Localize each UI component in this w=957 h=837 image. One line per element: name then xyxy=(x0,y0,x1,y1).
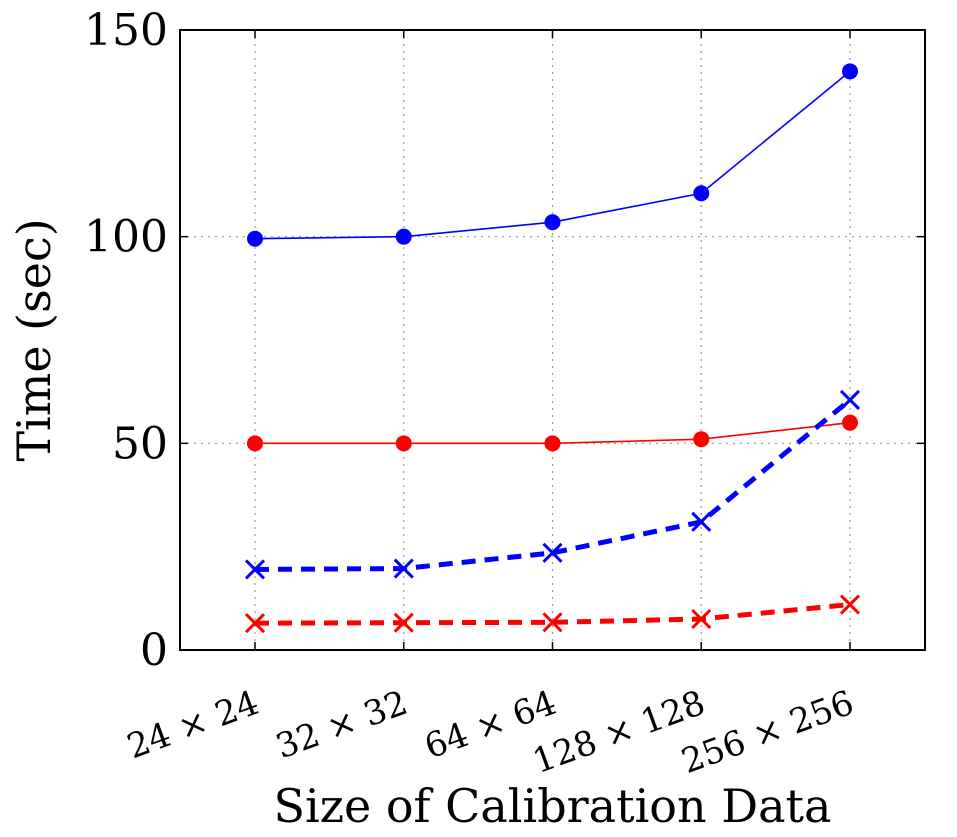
data-point xyxy=(395,435,412,452)
data-point xyxy=(247,435,263,452)
data-point xyxy=(244,613,266,634)
data-point xyxy=(693,431,710,448)
series-3 xyxy=(244,389,861,580)
series-line xyxy=(254,602,851,626)
data-point xyxy=(691,608,712,630)
data-point xyxy=(244,559,266,580)
data-point xyxy=(393,612,414,633)
y-axis-ticks: 0 50 100 150 xyxy=(84,5,925,676)
series-4 xyxy=(244,594,861,634)
data-point xyxy=(839,594,861,615)
data-point xyxy=(393,558,414,579)
data-point xyxy=(544,435,561,452)
data-point xyxy=(693,185,710,202)
data-point xyxy=(395,228,412,245)
data-point xyxy=(691,511,712,532)
data-point xyxy=(544,214,561,231)
x-axis-title: Size of Calibration Data xyxy=(274,779,832,833)
grid-lines xyxy=(180,30,925,650)
series-1 xyxy=(247,63,858,247)
y-tick-label: 0 xyxy=(140,625,168,676)
series-line xyxy=(254,397,852,572)
y-tick-label: 50 xyxy=(112,418,168,469)
data-point xyxy=(842,414,858,431)
series-layer xyxy=(244,63,861,634)
series-2 xyxy=(247,414,858,452)
y-axis-title: Time (sec) xyxy=(7,218,61,461)
x-tick-label: 24 × 24 xyxy=(122,683,264,767)
x-tick-label: 32 × 32 xyxy=(271,683,413,767)
y-tick-label: 150 xyxy=(84,5,168,56)
data-point xyxy=(542,612,563,633)
data-point xyxy=(542,542,563,563)
data-point xyxy=(247,230,263,247)
x-tick-label: 256 × 256 xyxy=(676,683,859,782)
data-point xyxy=(839,389,861,410)
x-tick-label: 128 × 128 xyxy=(528,683,711,782)
y-tick-label: 100 xyxy=(84,212,168,263)
data-point xyxy=(842,63,858,80)
